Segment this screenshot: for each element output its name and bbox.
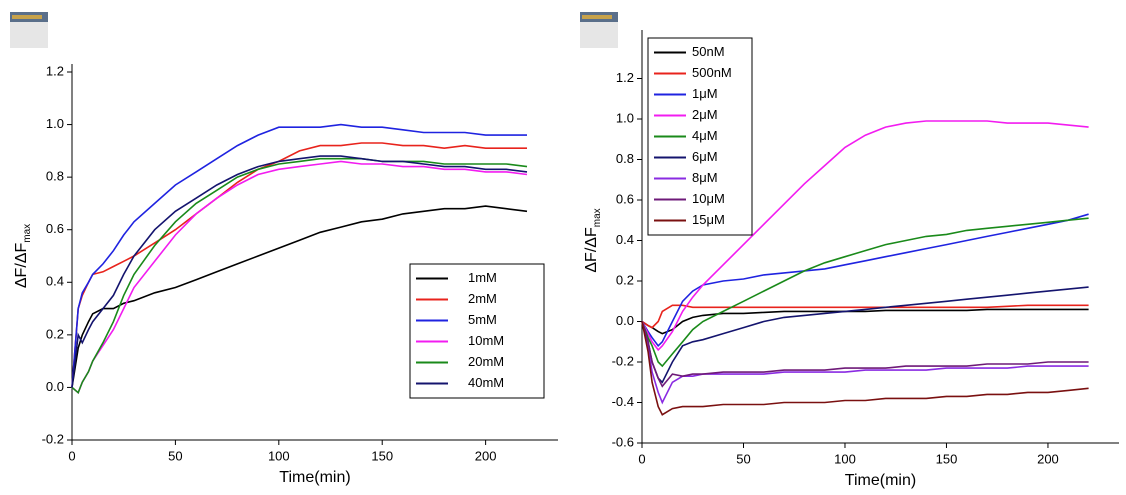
legend-label: 5mM — [468, 312, 497, 327]
data-line — [641, 217, 1089, 368]
y-tick-label: 1.0 — [46, 116, 64, 131]
y-tick-label: -0.2 — [612, 353, 634, 368]
x-tick-label: 100 — [268, 448, 290, 463]
data-line — [71, 155, 528, 388]
data-line — [641, 286, 1089, 384]
x-tick-label: 150 — [371, 448, 393, 463]
y-tick-label: 1.2 — [46, 63, 64, 78]
x-tick-label: 50 — [168, 448, 182, 463]
y-tick-label: -0.2 — [42, 431, 64, 446]
data-line — [641, 321, 1089, 388]
y-tick-label: 0.2 — [616, 272, 634, 287]
y-tick-label: 1.0 — [616, 110, 634, 125]
y-tick-label: 1.2 — [616, 70, 634, 85]
data-line — [641, 213, 1089, 348]
y-tick-label: -0.4 — [612, 394, 634, 409]
y-tick-label: 0.4 — [616, 232, 634, 247]
data-line — [71, 142, 527, 388]
data-line — [641, 304, 1089, 329]
data-line — [71, 157, 528, 395]
y-tick-label: 0.6 — [616, 191, 634, 206]
legend: 50nM 500nM 1μM 2μM 4μM 6μM 8μM 10μM 15μM — [647, 37, 753, 236]
y-tick-label: 0.4 — [46, 274, 64, 289]
x-axis-title: Time(min) — [845, 472, 916, 489]
x-tick-label: 100 — [834, 451, 856, 466]
y-tick-label: 0.2 — [46, 326, 64, 341]
x-tick-label: 50 — [736, 451, 750, 466]
x-tick-label: 0 — [638, 451, 645, 466]
legend-label: 1μM — [692, 86, 718, 101]
legend-label: 20mM — [468, 354, 504, 369]
legend-label: 1mM — [468, 270, 497, 285]
data-line — [641, 120, 1089, 352]
y-tick-label: -0.6 — [612, 434, 634, 449]
x-tick-label: 200 — [475, 448, 497, 463]
legend-label: 10μM — [692, 191, 725, 206]
data-line — [71, 123, 527, 388]
legend-label: 4μM — [692, 128, 718, 143]
x-tick-label: 200 — [1037, 451, 1059, 466]
y-axis-title: ΔF/ΔFmax — [13, 224, 32, 288]
legend-label: 40mM — [468, 375, 504, 390]
thumbnail-icon — [580, 12, 618, 48]
legend-label: 2μM — [692, 107, 718, 122]
legend-label: 6μM — [692, 149, 718, 164]
legend-label: 10mM — [468, 333, 504, 348]
legend: 1mM 2mM 5mM 10mM 20mM 40mM — [409, 263, 545, 399]
data-line — [641, 308, 1089, 335]
legend-label: 8μM — [692, 170, 718, 185]
x-axis-title: Time(min) — [279, 469, 350, 486]
legend-box — [409, 263, 545, 399]
data-line — [641, 321, 1089, 416]
y-axis-title-main: ΔF/ΔF — [583, 227, 600, 273]
x-tick-label: 0 — [68, 448, 75, 463]
y-tick-label: 0.0 — [46, 379, 64, 394]
thumbnail-icon — [10, 12, 48, 48]
legend-label: 2mM — [468, 291, 497, 306]
x-tick-label: 150 — [936, 451, 958, 466]
y-tick-label: 0.8 — [46, 169, 64, 184]
y-axis-title: ΔF/ΔFmax — [583, 208, 602, 272]
y-tick-label: 0.6 — [46, 221, 64, 236]
y-axis-title-sub: max — [592, 208, 603, 227]
y-tick-label: 0.0 — [616, 313, 634, 328]
legend-label: 50nM — [692, 44, 725, 59]
y-axis-title-main: ΔF/ΔF — [13, 243, 30, 289]
legend-label: 500nM — [692, 65, 732, 80]
data-line — [71, 205, 528, 388]
y-axis-title-sub: max — [22, 224, 33, 243]
legend-label: 15μM — [692, 212, 725, 227]
data-line — [641, 321, 1089, 405]
y-tick-label: 0.8 — [616, 151, 634, 166]
